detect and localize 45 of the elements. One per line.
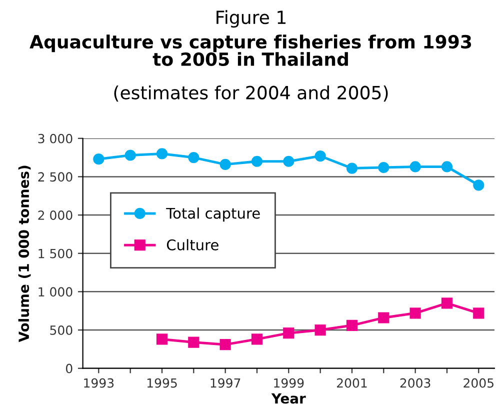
point — [283, 328, 294, 339]
x-tick-label: 2003 — [400, 378, 430, 388]
point — [346, 162, 358, 174]
point — [314, 150, 326, 162]
point — [251, 156, 263, 167]
chart-title: Aquaculture vs capture fisheries from 1993 to 2005 in Thailand — [30, 34, 472, 66]
point — [156, 334, 168, 345]
point — [441, 298, 453, 309]
point — [410, 308, 421, 319]
x-axis-title: Year — [271, 393, 306, 404]
point — [251, 334, 263, 345]
point — [156, 148, 168, 160]
point — [441, 161, 453, 172]
point — [93, 154, 104, 165]
x-tick-label: 1995 — [147, 378, 177, 388]
point — [283, 156, 294, 167]
y-tick-label: 1 500 — [38, 248, 72, 258]
point — [220, 158, 231, 170]
legend-label: Total capture — [166, 208, 260, 222]
point — [188, 336, 200, 348]
x-tick-label: 1997 — [210, 378, 240, 388]
x-tick-label: 2005 — [464, 378, 494, 388]
point — [378, 162, 390, 174]
point — [314, 324, 326, 336]
y-axis-title: Volume (1 000 tonnes) — [18, 166, 31, 342]
y-tick-label: 2 500 — [38, 172, 72, 182]
point — [188, 152, 200, 164]
legend-label: Culture — [166, 239, 218, 250]
x-tick-label: 1999 — [274, 378, 304, 388]
caption: Figure 1 — [216, 10, 286, 28]
point — [220, 339, 231, 350]
point — [473, 308, 484, 319]
x-tick-label: 2001 — [336, 378, 367, 388]
y-tick-label: 3 000 — [38, 134, 72, 144]
chart-subtitle: (estimates for 2004 and 2005) — [114, 85, 388, 102]
y-tick-label: 0 — [66, 364, 72, 374]
y-tick-label: 1 000 — [38, 287, 72, 297]
y-tick-label: 500 — [50, 325, 72, 335]
point — [124, 150, 136, 161]
point — [346, 320, 358, 331]
point — [473, 180, 484, 191]
point — [410, 161, 421, 172]
x-tick-label: 1993 — [84, 378, 114, 388]
point — [378, 312, 390, 324]
y-tick-label: 2 000 — [38, 210, 72, 220]
